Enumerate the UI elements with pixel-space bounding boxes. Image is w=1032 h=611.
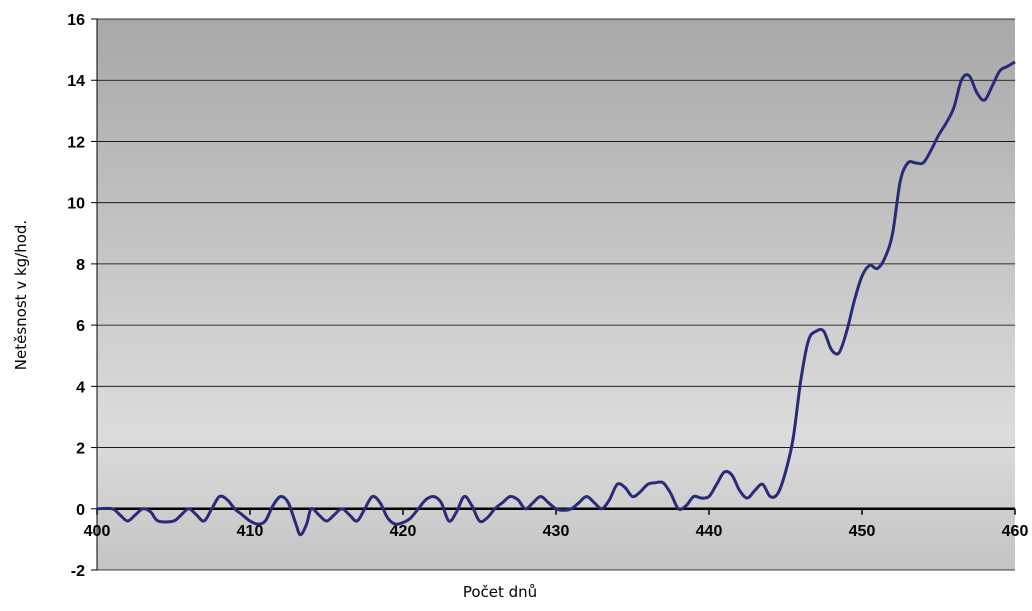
x-tick-label: 420 [390,523,417,540]
y-tick-label: -2 [71,563,85,580]
y-tick-label: 12 [67,134,85,151]
y-tick-label: 0 [76,502,85,519]
y-tick-label: 4 [76,379,85,396]
x-tick-label: 460 [1002,523,1029,540]
x-tick-label: 410 [237,523,264,540]
x-axis-title: Počet dnů [463,583,537,601]
data-line [96,60,1016,537]
y-axis-title: Netěsnost v kg/hod. [12,220,30,370]
x-tick-label: 430 [543,523,570,540]
y-tick-label: 16 [67,12,85,29]
y-tick-label: 8 [76,257,85,274]
y-tick-label: 14 [67,73,85,90]
x-tick-label: 440 [696,523,723,540]
x-tick-label: 450 [849,523,876,540]
x-tick-label: 400 [84,523,111,540]
y-tick-label: 6 [76,318,85,335]
plot-area [97,19,1015,570]
y-tick-label: 2 [76,441,85,458]
y-tick-label: 10 [67,196,85,213]
